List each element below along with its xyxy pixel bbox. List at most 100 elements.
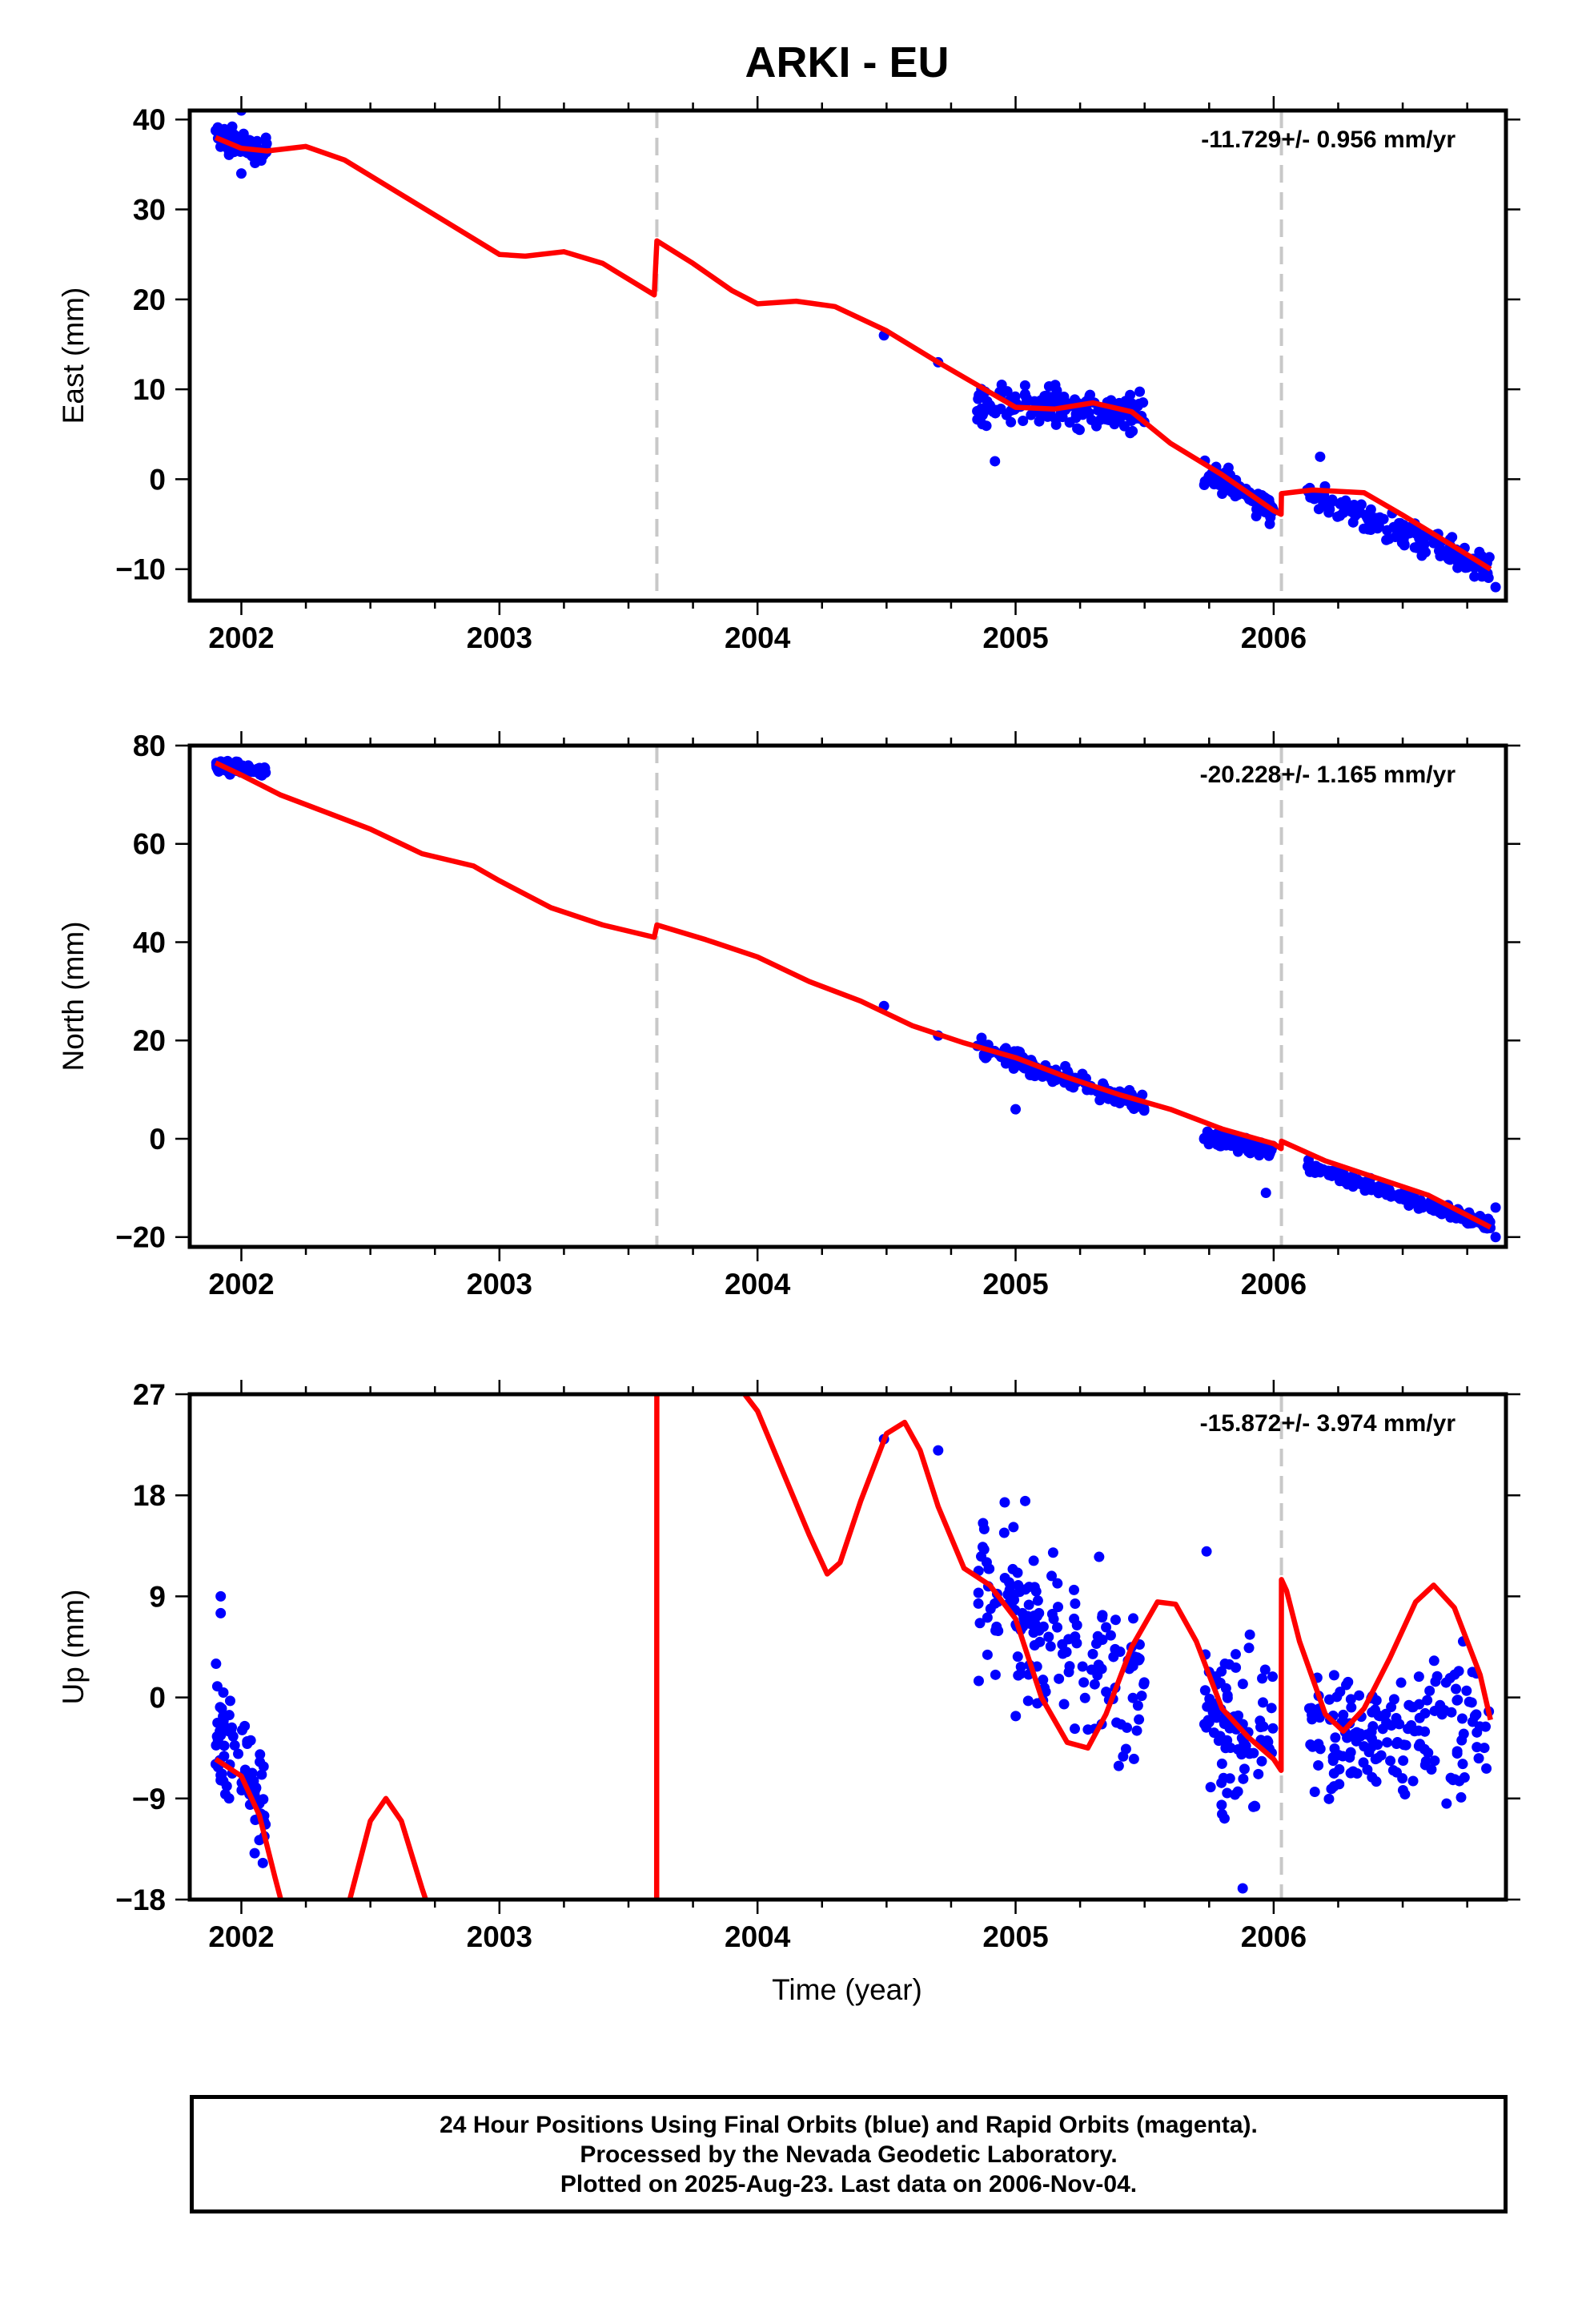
data-point bbox=[239, 1720, 251, 1731]
data-point bbox=[1412, 1200, 1423, 1211]
x-tick-label: 2004 bbox=[725, 621, 791, 654]
data-point bbox=[1328, 1670, 1339, 1681]
data-point bbox=[1362, 522, 1373, 533]
y-tick-label: 27 bbox=[133, 1378, 166, 1411]
data-point bbox=[260, 132, 271, 143]
data-point bbox=[223, 1710, 235, 1721]
data-point bbox=[1105, 1630, 1116, 1641]
data-point bbox=[1490, 1232, 1501, 1243]
data-point bbox=[1043, 1631, 1054, 1642]
data-point bbox=[1061, 1647, 1072, 1658]
data-point bbox=[1367, 1721, 1379, 1732]
data-point bbox=[1029, 1640, 1040, 1651]
data-point bbox=[1097, 1612, 1108, 1623]
data-point bbox=[1451, 1683, 1462, 1695]
y-tick-label: 0 bbox=[149, 1123, 166, 1156]
data-point bbox=[218, 1687, 229, 1698]
data-point bbox=[1018, 416, 1029, 427]
data-point bbox=[1053, 1602, 1064, 1613]
data-point bbox=[1092, 1670, 1103, 1681]
data-point bbox=[1038, 1675, 1049, 1686]
data-point bbox=[1351, 509, 1363, 520]
caption-line-1: 24 Hour Positions Using Final Orbits (bl… bbox=[440, 2111, 1258, 2138]
data-point bbox=[1414, 533, 1425, 544]
data-point bbox=[1375, 1750, 1387, 1761]
data-point bbox=[215, 141, 226, 152]
data-point bbox=[1459, 1772, 1470, 1783]
data-point bbox=[1052, 1578, 1063, 1589]
data-point bbox=[215, 1590, 227, 1602]
data-point bbox=[1382, 1737, 1393, 1748]
data-point bbox=[1047, 1547, 1058, 1558]
data-point bbox=[1446, 1707, 1457, 1718]
data-point bbox=[1086, 414, 1097, 425]
data-point bbox=[1231, 1662, 1242, 1673]
data-point bbox=[1334, 1176, 1345, 1187]
data-point bbox=[1406, 1719, 1417, 1731]
data-point bbox=[1436, 1709, 1447, 1720]
data-point bbox=[1347, 517, 1359, 528]
data-point bbox=[1203, 1139, 1215, 1150]
data-point bbox=[1351, 1735, 1362, 1747]
data-point bbox=[1238, 1773, 1249, 1784]
data-point bbox=[1233, 1710, 1244, 1721]
data-point bbox=[990, 456, 1001, 467]
data-point bbox=[999, 1497, 1010, 1508]
data-point bbox=[1371, 1776, 1382, 1787]
data-point bbox=[1034, 1607, 1045, 1618]
model-curve bbox=[214, 760, 1492, 1230]
data-point bbox=[1201, 1546, 1212, 1557]
data-point bbox=[1260, 1187, 1271, 1198]
data-point bbox=[1383, 533, 1395, 545]
x-tick-label: 2002 bbox=[208, 1920, 274, 1953]
data-point bbox=[219, 1788, 231, 1799]
data-point bbox=[1136, 1691, 1147, 1702]
data-point bbox=[1093, 1659, 1104, 1671]
data-point bbox=[1127, 425, 1138, 436]
data-point bbox=[1452, 1695, 1463, 1706]
data-point bbox=[1046, 1609, 1058, 1620]
data-point bbox=[1219, 1659, 1231, 1670]
data-point bbox=[215, 1607, 227, 1618]
y-tick-label: −20 bbox=[115, 1221, 166, 1254]
data-point bbox=[249, 1785, 260, 1796]
data-point bbox=[1406, 1192, 1417, 1204]
x-tick-label: 2006 bbox=[1241, 1268, 1307, 1301]
y-tick-label: 30 bbox=[133, 194, 166, 227]
data-point bbox=[1358, 1757, 1369, 1768]
y-tick-label: 20 bbox=[133, 1024, 166, 1057]
data-point bbox=[1199, 1685, 1211, 1696]
caption-line-2: Processed by the Nevada Geodetic Laborat… bbox=[580, 2141, 1118, 2168]
data-point bbox=[1217, 488, 1228, 499]
data-point bbox=[1028, 1627, 1039, 1638]
data-point bbox=[1257, 1673, 1268, 1684]
data-point bbox=[1359, 1741, 1370, 1752]
data-point bbox=[1017, 1607, 1028, 1618]
data-point bbox=[249, 1848, 260, 1859]
data-point bbox=[1068, 1584, 1079, 1595]
data-point bbox=[1469, 1711, 1480, 1722]
data-point bbox=[1045, 1641, 1056, 1652]
data-point bbox=[1373, 521, 1384, 532]
y-tick-label: 0 bbox=[149, 1682, 166, 1715]
data-point bbox=[1109, 419, 1120, 430]
data-point bbox=[1134, 386, 1146, 397]
data-point bbox=[973, 1587, 984, 1598]
data-point bbox=[1490, 581, 1501, 593]
data-point bbox=[1248, 1143, 1259, 1154]
data-point bbox=[1267, 1671, 1279, 1683]
data-point bbox=[1052, 1622, 1063, 1633]
data-point bbox=[1240, 1740, 1251, 1751]
data-point bbox=[1266, 1703, 1277, 1714]
data-point bbox=[1201, 1722, 1212, 1733]
data-point bbox=[1338, 507, 1349, 518]
y-tick-label: 0 bbox=[149, 463, 166, 496]
data-point bbox=[1232, 1743, 1243, 1755]
data-point bbox=[1476, 550, 1488, 561]
data-point bbox=[1014, 1047, 1026, 1058]
data-point bbox=[1029, 1615, 1040, 1626]
data-point bbox=[1479, 1743, 1490, 1754]
data-point bbox=[1034, 416, 1045, 427]
x-axis-label: Time (year) bbox=[772, 1973, 922, 2006]
data-point bbox=[973, 393, 984, 404]
